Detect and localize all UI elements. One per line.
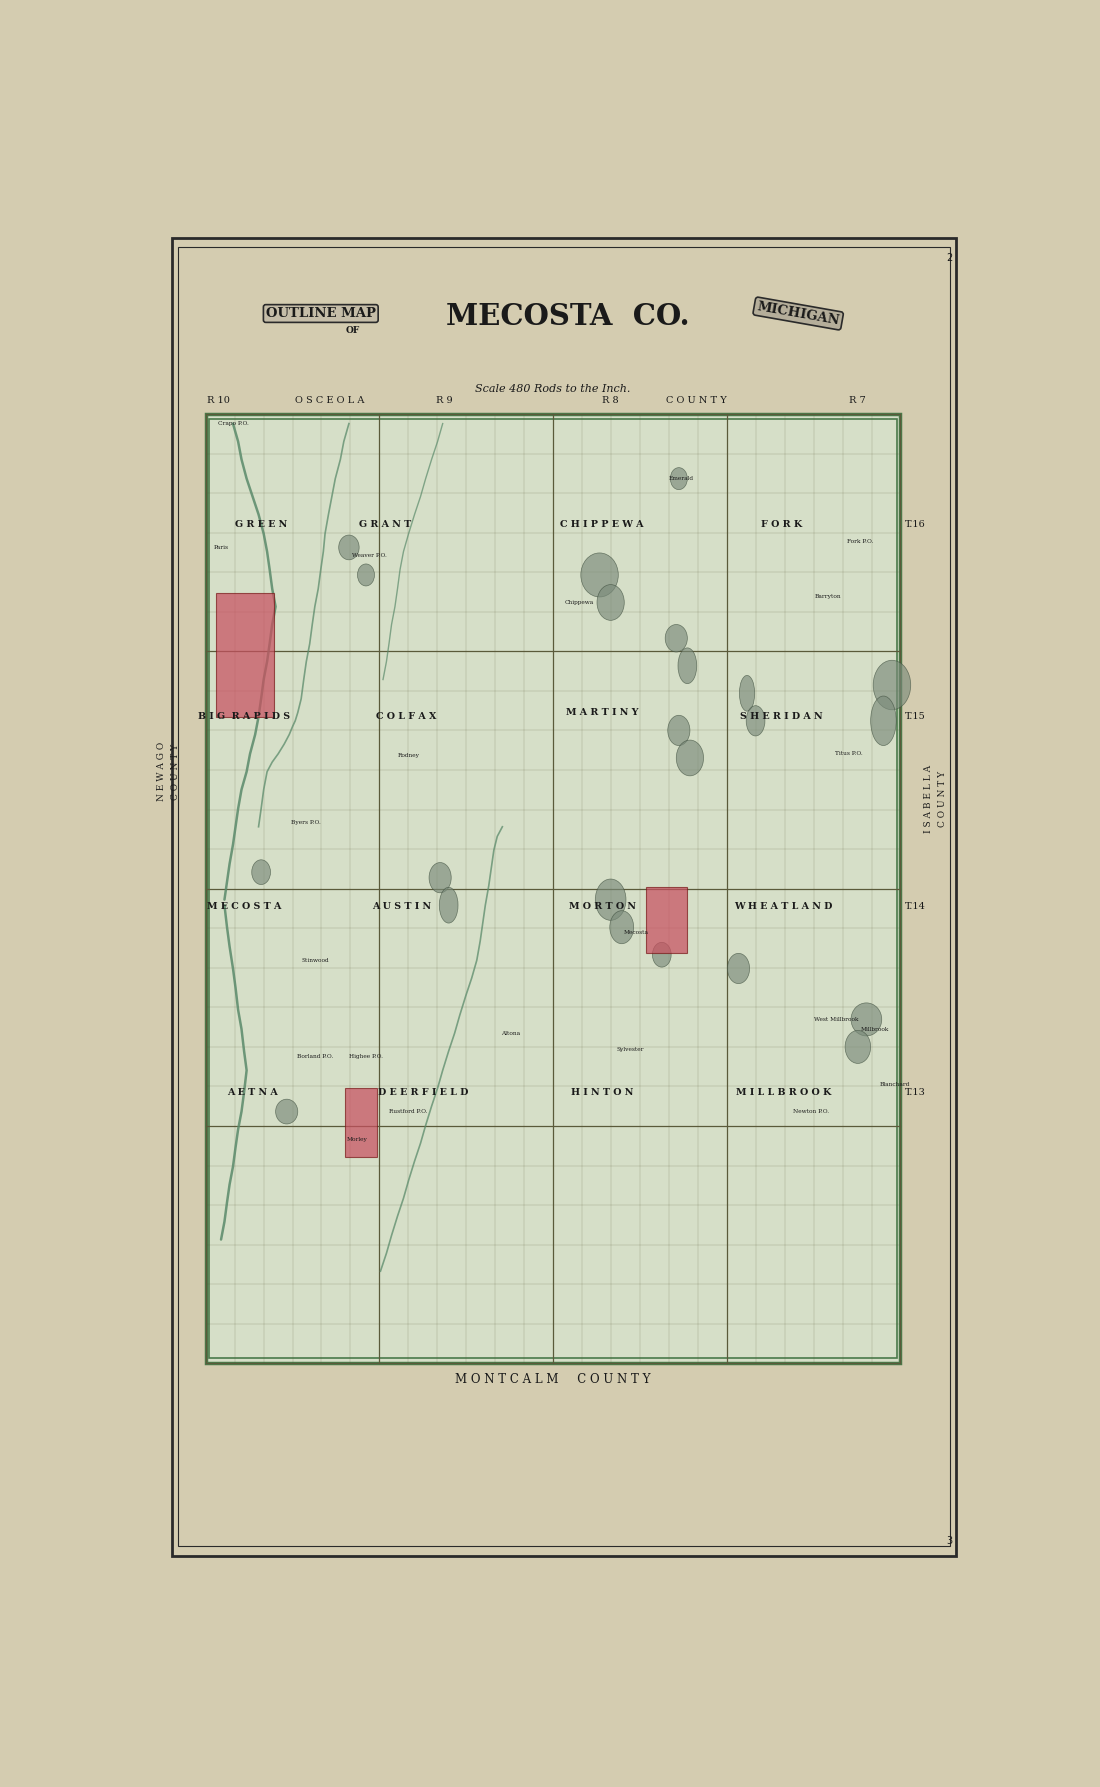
Text: B I G  R A P I D S: B I G R A P I D S — [198, 713, 290, 722]
Text: R 7: R 7 — [849, 395, 866, 404]
Ellipse shape — [851, 1003, 882, 1036]
Bar — [344, 1088, 377, 1156]
Ellipse shape — [252, 860, 271, 885]
Ellipse shape — [676, 740, 704, 776]
Ellipse shape — [845, 1031, 871, 1063]
Text: N E W A G O: N E W A G O — [157, 742, 166, 801]
Text: R 9: R 9 — [436, 395, 453, 404]
Text: Mecosta: Mecosta — [624, 931, 649, 935]
Ellipse shape — [739, 675, 755, 711]
Text: M O N T C A L M     C O U N T Y: M O N T C A L M C O U N T Y — [455, 1374, 650, 1387]
Text: O S C E O L A: O S C E O L A — [295, 395, 364, 404]
Text: A U S T I N: A U S T I N — [372, 902, 431, 911]
Text: Rodney: Rodney — [397, 752, 419, 758]
Text: T.13: T.13 — [904, 1088, 925, 1097]
Text: OF: OF — [345, 325, 360, 334]
Text: S H E R I D A N: S H E R I D A N — [740, 713, 823, 722]
Ellipse shape — [339, 534, 359, 559]
Text: Chippewa: Chippewa — [564, 600, 594, 606]
Text: 3: 3 — [946, 1535, 953, 1546]
Bar — [646, 888, 686, 952]
Text: D E E R F I E L D: D E E R F I E L D — [378, 1088, 469, 1097]
Ellipse shape — [429, 863, 451, 894]
Text: Highee P.O.: Highee P.O. — [349, 1054, 383, 1060]
Text: T.16: T.16 — [904, 520, 925, 529]
Text: M O R T O N: M O R T O N — [569, 902, 636, 911]
Text: Crapo P.O.: Crapo P.O. — [218, 422, 249, 425]
Text: Emerald: Emerald — [669, 475, 694, 481]
Ellipse shape — [871, 695, 896, 745]
Ellipse shape — [581, 552, 618, 597]
Text: Paris: Paris — [213, 545, 229, 550]
Text: H I N T O N: H I N T O N — [571, 1088, 634, 1097]
Text: Newton P.O.: Newton P.O. — [793, 1110, 829, 1113]
Text: Fork P.O.: Fork P.O. — [847, 540, 873, 545]
Ellipse shape — [276, 1099, 298, 1124]
Text: C O U N T Y: C O U N T Y — [170, 743, 179, 801]
Text: Scale 480 Rods to the Inch.: Scale 480 Rods to the Inch. — [475, 384, 630, 395]
Bar — [209, 420, 898, 1358]
Text: MECOSTA  CO.: MECOSTA CO. — [447, 302, 690, 331]
Text: C O L F A X: C O L F A X — [376, 713, 437, 722]
Text: Rustford P.O.: Rustford P.O. — [389, 1110, 428, 1113]
Text: M E C O S T A: M E C O S T A — [207, 902, 282, 911]
Text: MICHIGAN: MICHIGAN — [756, 300, 840, 327]
Text: 2: 2 — [946, 254, 953, 263]
Text: Stinwood: Stinwood — [301, 958, 329, 963]
Text: C O U N T Y: C O U N T Y — [666, 395, 726, 404]
Text: G R A N T: G R A N T — [359, 520, 411, 529]
Text: C H I P P E W A: C H I P P E W A — [560, 520, 643, 529]
Text: Byers P.O.: Byers P.O. — [292, 820, 321, 826]
Text: R 8: R 8 — [603, 395, 619, 404]
Text: C O U N T Y: C O U N T Y — [938, 772, 947, 827]
Bar — [206, 415, 901, 1363]
Ellipse shape — [652, 942, 671, 967]
Text: G R E E N: G R E E N — [235, 520, 287, 529]
Ellipse shape — [873, 659, 911, 709]
Text: W H E A T L A N D: W H E A T L A N D — [735, 902, 833, 911]
Ellipse shape — [609, 911, 634, 944]
Ellipse shape — [678, 649, 696, 684]
Text: Blanchard: Blanchard — [879, 1081, 910, 1086]
Text: Sylvester: Sylvester — [616, 1047, 644, 1053]
Ellipse shape — [595, 879, 626, 920]
Text: M A R T I N Y: M A R T I N Y — [565, 708, 638, 717]
Text: Morley: Morley — [346, 1137, 367, 1142]
Ellipse shape — [666, 624, 688, 652]
Text: M I L L B R O O K: M I L L B R O O K — [736, 1088, 832, 1097]
Text: R 10: R 10 — [207, 395, 230, 404]
Text: Borland P.O.: Borland P.O. — [297, 1054, 333, 1060]
Text: A E T N A: A E T N A — [228, 1088, 278, 1097]
Text: Barryton: Barryton — [815, 595, 842, 599]
Ellipse shape — [597, 584, 625, 620]
Ellipse shape — [670, 468, 688, 490]
Text: T.14: T.14 — [904, 902, 925, 911]
Ellipse shape — [746, 706, 764, 736]
Ellipse shape — [727, 952, 749, 983]
Text: Weaver P.O.: Weaver P.O. — [352, 554, 387, 558]
Text: I S A B E L L A: I S A B E L L A — [924, 765, 933, 833]
Text: Altona: Altona — [502, 1031, 520, 1036]
Text: F O R K: F O R K — [760, 520, 802, 529]
Text: OUTLINE MAP: OUTLINE MAP — [266, 307, 376, 320]
Bar — [216, 593, 274, 717]
Text: Millbrook: Millbrook — [860, 1026, 889, 1031]
Ellipse shape — [439, 888, 458, 924]
Ellipse shape — [358, 565, 374, 586]
Text: T.15: T.15 — [904, 713, 925, 722]
Text: West Millbrook: West Millbrook — [814, 1017, 859, 1022]
Ellipse shape — [668, 715, 690, 745]
Text: Titus P.O.: Titus P.O. — [836, 751, 864, 756]
